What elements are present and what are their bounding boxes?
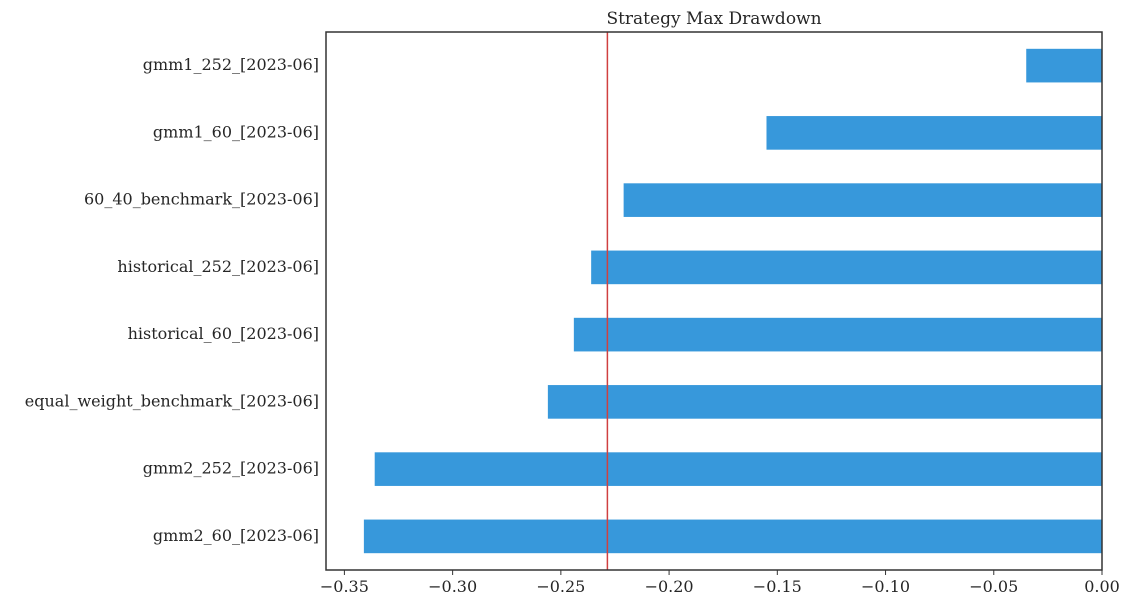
y-tick-label: gmm1_60_[2023-06] xyxy=(153,122,319,141)
x-tick-labels: −0.35 −0.30 −0.25 −0.20 −0.15 −0.10 −0.05 0.00 xyxy=(320,570,1120,596)
y-tick-label: 60_40_benchmark_[2023-06] xyxy=(84,190,319,209)
y-tick-label: gmm1_252_[2023-06] xyxy=(143,55,319,74)
x-tick-label: −0.05 xyxy=(969,577,1018,596)
y-tick-labels: gmm1_252_[2023-06] gmm1_60_[2023-06] 60_40… xyxy=(25,55,319,545)
x-tick-label: −0.15 xyxy=(753,577,802,596)
x-tick-label: −0.25 xyxy=(536,577,585,596)
bar xyxy=(623,183,1102,217)
x-tick-label: 0.00 xyxy=(1084,577,1120,596)
bar xyxy=(547,385,1102,419)
bar xyxy=(573,317,1102,352)
y-tick-label: historical_252_[2023-06] xyxy=(117,257,319,276)
x-tick-label: −0.20 xyxy=(645,577,694,596)
bar xyxy=(374,452,1102,486)
bars-layer xyxy=(363,48,1102,554)
x-tick-label: −0.30 xyxy=(428,577,477,596)
y-tick-label: historical_60_[2023-06] xyxy=(128,324,319,343)
bar xyxy=(766,116,1102,150)
x-tick-label: −0.10 xyxy=(861,577,910,596)
x-tick-label: −0.35 xyxy=(320,577,369,596)
y-tick-label: equal_weight_benchmark_[2023-06] xyxy=(25,391,319,410)
y-tick-label: gmm2_60_[2023-06] xyxy=(153,526,319,545)
y-tick-label: gmm2_252_[2023-06] xyxy=(143,459,319,478)
plot-frame xyxy=(325,31,1103,571)
chart-title: Strategy Max Drawdown xyxy=(606,9,821,29)
bar xyxy=(363,519,1102,554)
bar xyxy=(591,250,1102,285)
bar xyxy=(1026,48,1102,83)
